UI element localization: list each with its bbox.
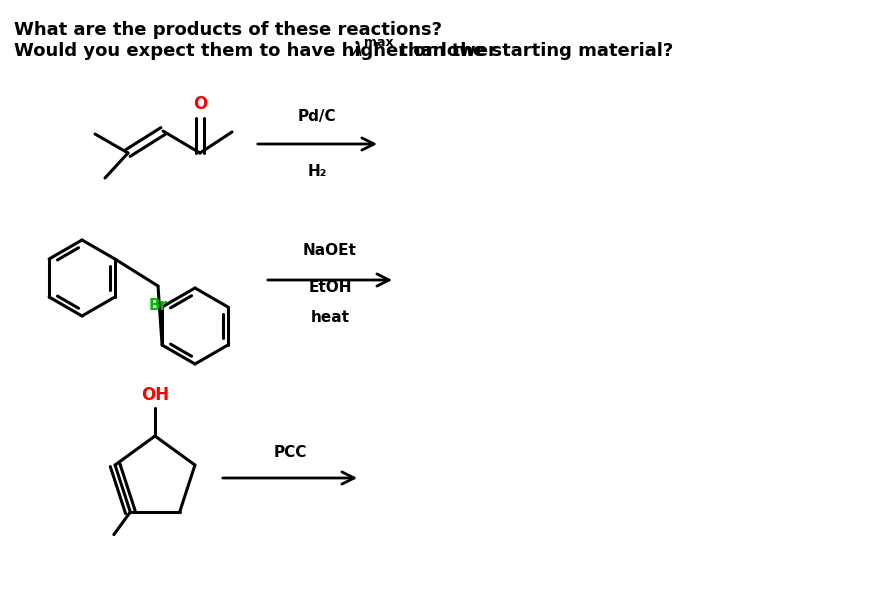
- Text: max: max: [364, 36, 393, 49]
- Text: Pd/C: Pd/C: [298, 109, 336, 124]
- Text: Would you expect them to have higher or lower: Would you expect them to have higher or …: [14, 42, 503, 60]
- Text: H₂: H₂: [307, 164, 327, 179]
- Text: $\lambda$: $\lambda$: [351, 41, 364, 60]
- Text: What are the products of these reactions?: What are the products of these reactions…: [14, 21, 442, 39]
- Text: PCC: PCC: [273, 445, 307, 460]
- Text: O: O: [193, 95, 207, 113]
- Text: than the starting material?: than the starting material?: [393, 42, 674, 60]
- Text: EtOH: EtOH: [308, 280, 352, 295]
- Text: OH: OH: [141, 386, 169, 404]
- Text: NaOEt: NaOEt: [303, 243, 357, 258]
- Text: heat: heat: [310, 310, 350, 325]
- Text: Br: Br: [148, 298, 167, 313]
